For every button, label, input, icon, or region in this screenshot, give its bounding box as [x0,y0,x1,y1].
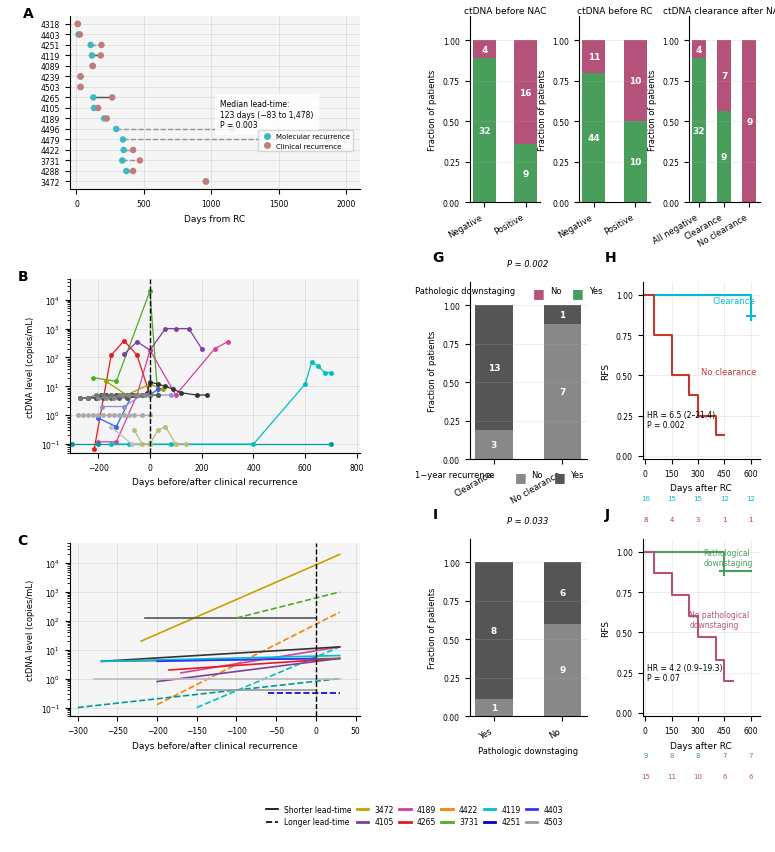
Text: ■: ■ [532,286,545,299]
Text: 11: 11 [587,53,600,62]
Text: 7: 7 [560,388,566,397]
Text: B: B [18,270,28,284]
Point [84,39,97,53]
Text: ■: ■ [571,286,584,299]
Text: 6: 6 [749,773,753,779]
Point [110,123,122,136]
Point [71,18,84,32]
Text: 12: 12 [720,495,728,501]
Text: 10: 10 [694,773,702,779]
Text: 10: 10 [629,158,642,167]
Point [74,81,87,95]
Title: ctDNA before NAC: ctDNA before NAC [464,8,546,16]
Text: 1: 1 [722,516,727,522]
Bar [473,60,496,203]
X-axis label: Days from RC: Days from RC [184,215,245,223]
Text: P = 0.033: P = 0.033 [508,516,549,525]
Y-axis label: RFS: RFS [601,363,611,380]
Text: No clearance: No clearance [701,368,756,377]
Text: 32: 32 [478,127,491,135]
Bar [717,112,731,203]
Text: P < 0.00001: P < 0.00001 [698,0,750,3]
Text: 8: 8 [696,751,701,757]
X-axis label: Days before/after clinical recurrence: Days before/after clinical recurrence [132,477,298,486]
Text: I: I [432,508,437,521]
Text: P = 0.00002: P = 0.00002 [479,0,531,3]
Point [106,91,119,105]
Text: Pathologic downstaging: Pathologic downstaging [415,286,515,296]
Text: 15: 15 [667,495,676,501]
Bar [515,41,537,145]
Text: P = 0.002: P = 0.002 [508,260,549,268]
Text: 32: 32 [693,127,705,135]
Point [74,71,87,84]
Text: 9: 9 [643,751,648,757]
Text: ■: ■ [515,470,527,483]
Text: 9: 9 [560,665,566,675]
Text: 12: 12 [746,495,755,501]
Point [71,18,84,32]
Bar [543,562,581,624]
Text: 15: 15 [694,495,702,501]
Point [74,29,86,43]
Point [133,154,146,168]
Bar [583,73,605,203]
Text: 3: 3 [491,440,497,450]
Title: ctDNA before RC: ctDNA before RC [577,8,653,16]
Point [88,102,100,116]
Text: 16: 16 [641,495,649,501]
Text: 4: 4 [696,46,702,55]
Point [322,134,335,147]
Text: Yes: Yes [570,470,583,480]
Bar [692,41,706,60]
Text: 9: 9 [522,170,529,178]
Text: 9: 9 [721,153,728,162]
Text: 8: 8 [670,751,674,757]
Bar [543,306,581,325]
Y-axis label: Fraction of patients: Fraction of patients [429,331,437,412]
Point [86,49,98,63]
Bar [475,699,513,717]
Text: No pathological
downstaging: No pathological downstaging [690,610,749,630]
Bar [624,122,646,203]
Text: 15: 15 [641,773,649,779]
Y-axis label: ctDNA level (copies/mL): ctDNA level (copies/mL) [26,316,36,417]
Text: 6: 6 [560,589,566,598]
Y-axis label: ctDNA level (copies/mL): ctDNA level (copies/mL) [26,579,36,681]
Bar [475,306,513,431]
X-axis label: Days after RC: Days after RC [670,740,732,750]
Point [120,165,133,179]
Text: 16: 16 [519,89,532,97]
Text: 1: 1 [749,516,753,522]
Text: 4: 4 [670,516,673,522]
Y-axis label: RFS: RFS [601,619,611,636]
Text: C: C [18,532,28,547]
Point [87,60,99,73]
Legend: Molecular recurrence, Clinical recurrence: Molecular recurrence, Clinical recurrenc… [257,131,353,153]
Text: 3: 3 [696,516,701,522]
Bar [475,562,513,699]
Text: HR = 6.5 (2–21.4)
P = 0.002: HR = 6.5 (2–21.4) P = 0.002 [647,410,715,429]
Text: P < 0.00001: P < 0.00001 [588,0,641,3]
Bar [515,145,537,203]
Point [87,60,99,73]
Bar [624,41,646,122]
Text: 13: 13 [487,364,500,372]
Text: 10: 10 [629,78,642,86]
Text: Yes: Yes [589,286,602,296]
Point [98,112,110,126]
Text: No: No [550,286,562,296]
Y-axis label: Fraction of patients: Fraction of patients [538,69,547,151]
Text: 8: 8 [491,626,497,636]
Point [127,165,140,179]
Point [118,144,130,158]
Bar [543,325,581,460]
Text: 44: 44 [587,134,601,143]
Text: A: A [23,7,34,20]
Legend: Shorter lead-time, Longer lead-time, 3472, 4105, 4189, 4265, 4422, 3731, 4119, 4: Shorter lead-time, Longer lead-time, 347… [264,802,566,830]
Bar [692,60,706,203]
Point [101,112,113,126]
Text: ■: ■ [553,470,566,483]
Text: 7: 7 [722,751,727,757]
Text: No: No [531,470,542,480]
